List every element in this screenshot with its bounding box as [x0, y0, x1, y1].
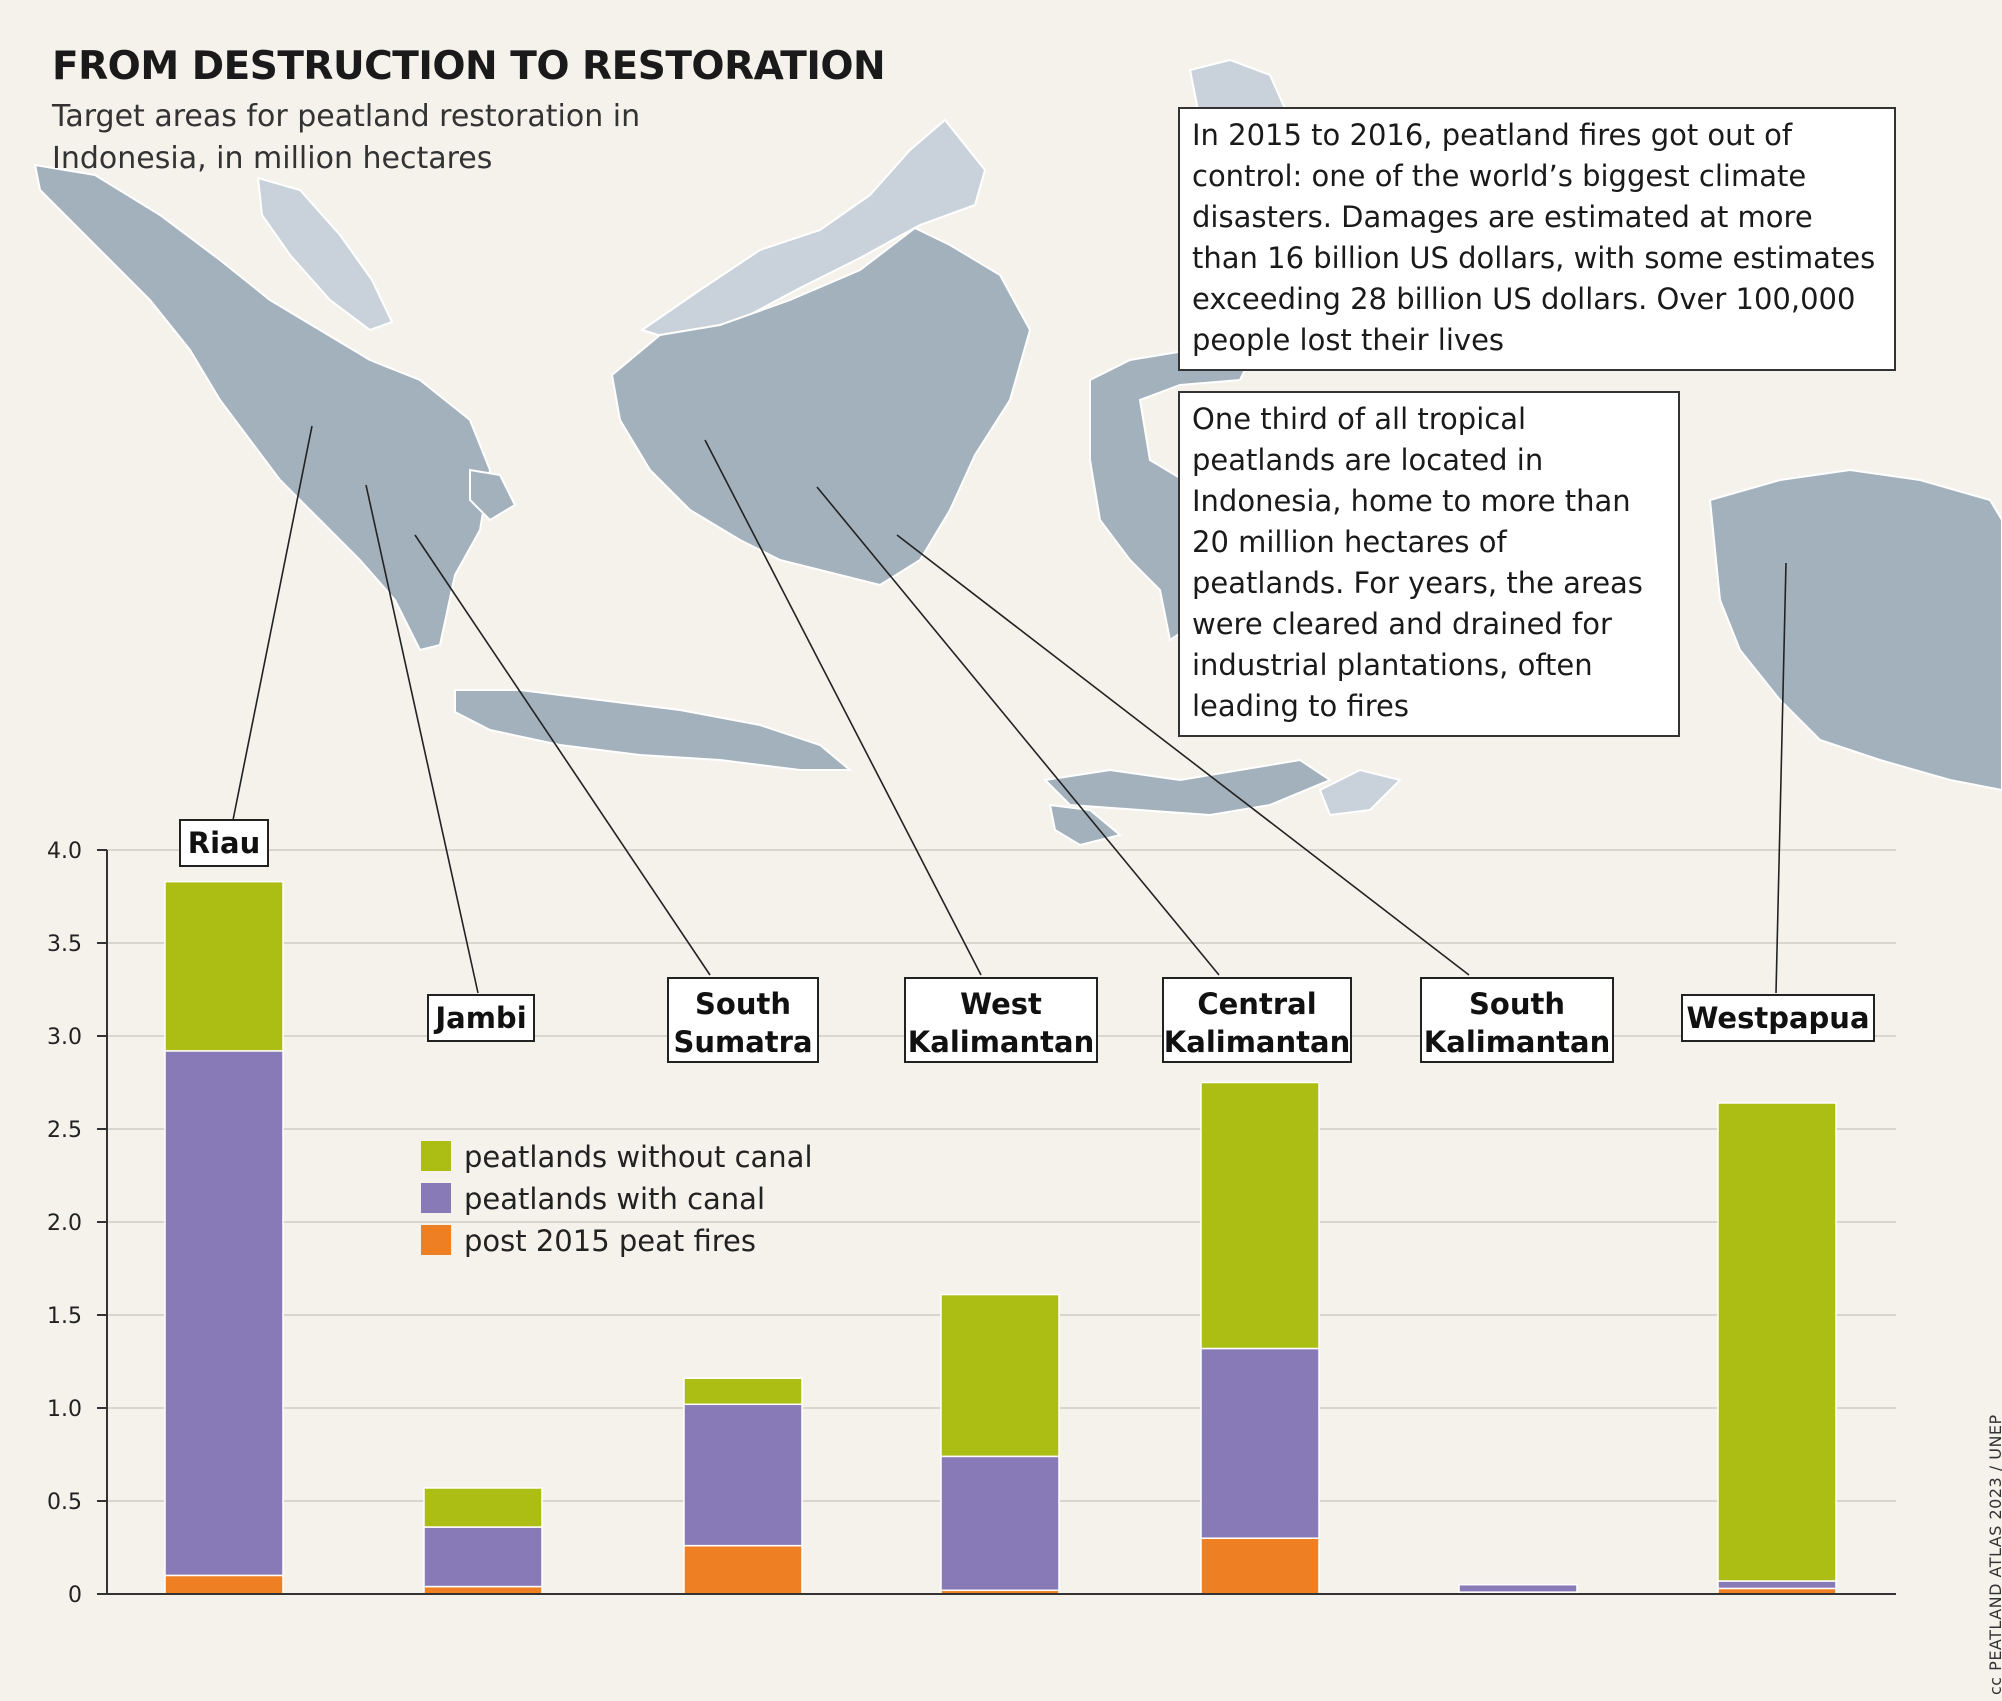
y-tick-label: 3.0 — [47, 1025, 82, 1050]
category-label-south-kalimantan: South Kalimantan — [1420, 977, 1614, 1063]
bars — [164, 880, 1837, 1595]
bar-stack-central-kalimantan — [1200, 1081, 1320, 1595]
leader-line-west-kalimantan — [704, 439, 982, 976]
leader-lines — [231, 425, 1787, 994]
bar-west-kalimantan-peatlands-without-canal — [940, 1293, 1060, 1458]
bar-riau-peatlands-without-canal — [164, 880, 284, 1052]
bar-west-kalimantan-peatlands-with-canal — [940, 1455, 1060, 1592]
leader-line-jambi — [365, 484, 479, 994]
category-label-box — [1681, 994, 1875, 1042]
category-label-box — [179, 819, 269, 867]
category-label-box — [427, 994, 535, 1042]
page-title: FROM DESTRUCTION TO RESTORATION — [52, 44, 886, 89]
bar-south-kalimantan-peatlands-with-canal — [1458, 1583, 1578, 1593]
category-label-box — [1162, 977, 1352, 1063]
bar-stack-riau — [164, 880, 284, 1595]
category-label-riau: Riau — [179, 819, 269, 867]
new-guinea-shape — [1708, 468, 2002, 792]
y-tick-label: 3.5 — [47, 932, 82, 957]
note-peatlands: One third of all tropical peatlands are … — [1178, 391, 1680, 737]
category-label-central-kalimantan: Central Kalimantan — [1162, 977, 1352, 1063]
indonesia-land — [33, 163, 2002, 847]
category-label-text: South Kalimantan — [1424, 987, 1610, 1059]
legend-swatch — [421, 1183, 451, 1213]
bar-stack-westpapua — [1717, 1102, 1837, 1595]
category-label-box — [904, 977, 1098, 1063]
legend-item-peatlands-without-canal: peatlands without canal — [421, 1140, 813, 1174]
category-label-text: Central Kalimantan — [1164, 987, 1350, 1059]
category-label-box — [667, 977, 819, 1063]
bar-jambi-post-2015-peat-fires — [423, 1585, 543, 1595]
category-label-text: West Kalimantan — [908, 987, 1094, 1059]
stacked-bar-chart: 0 0.5 1.0 1.5 2.0 2.5 3.0 3.5 4.0 — [47, 839, 1896, 1608]
category-label-west-kalimantan: West Kalimantan — [904, 977, 1098, 1063]
bar-jambi-peatlands-without-canal — [423, 1487, 543, 1528]
bar-stack-south-sumatra — [683, 1377, 803, 1595]
note-fires: In 2015 to 2016, peatland fires got out … — [1178, 107, 1896, 371]
lesser-sunda-shape — [1042, 758, 1333, 817]
category-label-jambi: Jambi — [427, 994, 535, 1042]
bar-south-sumatra-peatlands-with-canal — [683, 1403, 803, 1547]
legend-item-post-2015-peat-fires: post 2015 peat fires — [421, 1224, 756, 1258]
y-tick-label: 2.0 — [47, 1211, 82, 1236]
bar-stack-jambi — [423, 1487, 543, 1595]
bar-central-kalimantan-peatlands-with-canal — [1200, 1347, 1320, 1539]
timor-leste-shape — [1318, 768, 1402, 817]
page-subtitle: Target areas for peatland restoration in… — [52, 99, 641, 176]
bangka-shape — [469, 468, 517, 522]
y-tick-label: 2.5 — [47, 1118, 82, 1143]
legend-label: peatlands without canal — [464, 1140, 813, 1174]
category-label-south-sumatra: South Sumatra — [667, 977, 819, 1063]
legend-swatch — [421, 1141, 451, 1171]
category-label-box — [1420, 977, 1614, 1063]
sumatra-shape — [33, 163, 492, 652]
north-borneo-shape — [639, 118, 987, 347]
category-label-text: South Sumatra — [673, 987, 812, 1059]
bar-riau-post-2015-peat-fires — [164, 1574, 284, 1595]
credit-text: cc PEATLAND ATLAS 2023 / UNEP — [1986, 1414, 2002, 1695]
category-labels: Riau Jambi South Sumatra West Kalimantan Centr… — [179, 819, 1875, 1063]
bar-jambi-peatlands-with-canal — [423, 1526, 543, 1588]
malay-peninsula-shape — [256, 176, 394, 332]
legend-swatch — [421, 1225, 451, 1255]
legend-label: post 2015 peat fires — [464, 1224, 756, 1258]
y-axis-tick-labels: 0 0.5 1.0 1.5 2.0 2.5 3.0 3.5 4.0 — [47, 839, 82, 1608]
sumba-shape — [1048, 803, 1123, 847]
category-label-westpapua: Westpapua — [1681, 994, 1875, 1042]
bar-south-sumatra-post-2015-peat-fires — [683, 1544, 803, 1595]
borneo-shape — [610, 226, 1032, 587]
bar-central-kalimantan-post-2015-peat-fires — [1200, 1537, 1320, 1595]
leader-line-south-kalimantan — [896, 534, 1470, 976]
y-tick-label: 1.0 — [47, 1397, 82, 1422]
category-label-text: Riau — [188, 826, 261, 860]
bar-stack-west-kalimantan — [940, 1293, 1060, 1595]
y-tick-label: 1.5 — [47, 1304, 82, 1329]
y-tick-label: 4.0 — [47, 839, 82, 864]
legend-label: peatlands with canal — [464, 1182, 765, 1216]
bar-westpapua-peatlands-with-canal — [1717, 1580, 1837, 1590]
bar-riau-peatlands-with-canal — [164, 1050, 284, 1577]
leader-line-south-sumatra — [414, 534, 711, 976]
category-label-text: Westpapua — [1686, 1001, 1869, 1035]
bar-south-sumatra-peatlands-without-canal — [683, 1377, 803, 1406]
bar-westpapua-peatlands-without-canal — [1717, 1102, 1837, 1582]
legend-item-peatlands-with-canal: peatlands with canal — [421, 1182, 765, 1216]
java-shape — [454, 689, 853, 771]
leader-line-central-kalimantan — [816, 486, 1220, 976]
bar-stack-south-kalimantan — [1458, 1583, 1578, 1595]
y-tick-label: 0 — [68, 1583, 82, 1608]
leader-line-westpapua — [1775, 562, 1787, 994]
bar-central-kalimantan-peatlands-without-canal — [1200, 1081, 1320, 1350]
leader-line-riau — [231, 425, 313, 826]
y-tick-label: 0.5 — [47, 1490, 82, 1515]
category-label-text: Jambi — [433, 1001, 526, 1035]
legend: peatlands without canal peatlands with ca… — [421, 1140, 813, 1258]
